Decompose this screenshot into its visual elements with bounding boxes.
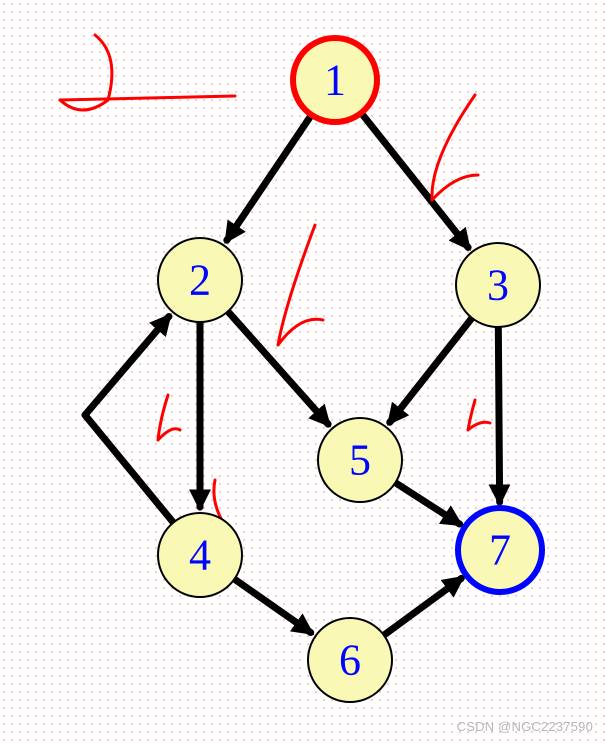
node-4-label: 4: [189, 531, 211, 580]
watermark: CSDN @NGC2237590: [457, 719, 593, 734]
node-1: 1: [293, 38, 377, 122]
node-1-label: 1: [324, 56, 346, 105]
node-3: 3: [456, 243, 540, 327]
node-4: 4: [158, 513, 242, 597]
node-7: 7: [458, 508, 542, 592]
node-3-label: 3: [487, 261, 509, 310]
graph-canvas: 1 2 3 4 5 6 7: [0, 0, 605, 744]
node-7-label: 7: [489, 526, 511, 575]
node-2: 2: [158, 238, 242, 322]
node-2-label: 2: [189, 256, 211, 305]
node-5-label: 5: [349, 436, 371, 485]
node-6: 6: [308, 618, 392, 702]
node-6-label: 6: [339, 636, 361, 685]
node-5: 5: [318, 418, 402, 502]
edge-3-7: [498, 327, 499, 502]
